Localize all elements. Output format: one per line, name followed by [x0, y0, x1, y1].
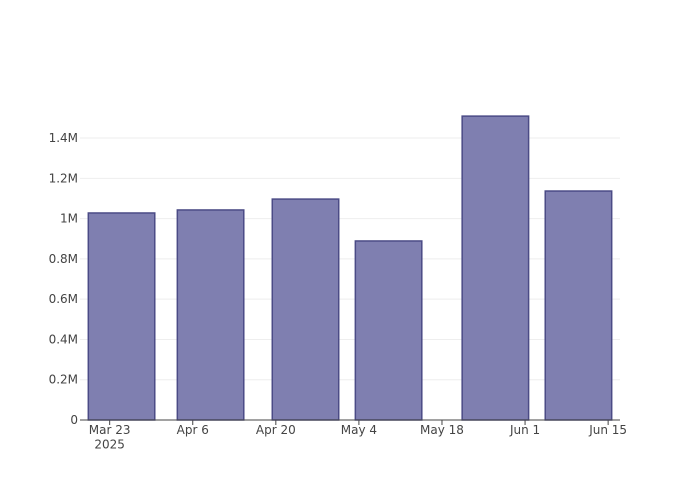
y-tick-label: 0.6M [49, 292, 78, 306]
y-tick-label: 0 [70, 413, 78, 427]
x-tick-label: Jun 15 [588, 423, 627, 437]
x-tick-label: May 4 [341, 423, 377, 437]
bar [176, 209, 245, 421]
y-tick-label: 0.2M [49, 373, 78, 387]
bar [461, 115, 530, 421]
x-tick-label: Mar 23 2025 [89, 423, 131, 451]
x-tick-label: Jun 1 [509, 423, 540, 437]
y-tick-label: 1.4M [49, 131, 78, 145]
x-tick-label: May 18 [420, 423, 464, 437]
y-tick-label: 1M [60, 212, 78, 226]
y-tick-label: 0.8M [49, 252, 78, 266]
x-tick-label: Apr 6 [177, 423, 209, 437]
bar [354, 240, 423, 421]
bar [544, 190, 613, 421]
bar [87, 212, 156, 421]
bar [271, 198, 340, 421]
y-tick-label: 0.4M [49, 332, 78, 346]
x-tick-label: Apr 20 [256, 423, 296, 437]
y-tick-label: 1.2M [49, 171, 78, 185]
